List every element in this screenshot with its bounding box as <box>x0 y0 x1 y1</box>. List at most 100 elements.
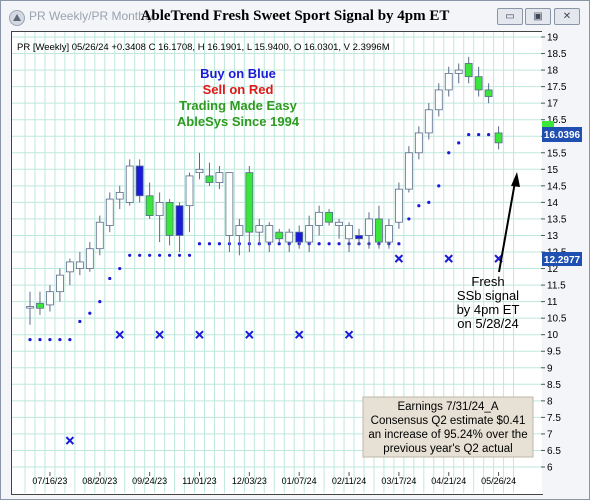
y-tick-label: 17 <box>547 99 559 110</box>
stop-dot <box>427 200 431 204</box>
candle <box>135 159 144 203</box>
y-tick-label: 9.5 <box>547 347 561 358</box>
annotation-arrow <box>498 181 516 273</box>
x-axis-ticks: 07/16/23 08/20/23 09/24/23 11/01/23 12/03/23… <box>32 472 516 486</box>
stop-dot <box>457 141 461 145</box>
stop-dot <box>317 242 321 246</box>
stop-dot <box>397 242 401 246</box>
stop-dot <box>38 338 42 342</box>
title-bar: PR Weekly/PR Monthly AbleTrend Fresh Swe… <box>1 1 589 33</box>
x-mark <box>444 254 453 263</box>
earnings-box: Earnings 7/31/24_A Consensus Q2 estimate… <box>362 396 534 458</box>
stop-price-badge: 12.2977 <box>542 252 582 266</box>
stop-dot <box>98 300 102 304</box>
chart-tabs[interactable]: PR Weekly/PR Monthly <box>29 9 154 23</box>
close-button[interactable]: ✕ <box>554 8 580 25</box>
stop-dot <box>138 253 142 257</box>
candle <box>165 199 174 246</box>
stop-dot <box>58 338 62 342</box>
candle <box>95 215 104 256</box>
stop-dot <box>108 276 112 281</box>
y-tick-label: 10 <box>547 330 559 341</box>
candle <box>394 182 403 229</box>
candle <box>26 291 34 325</box>
candle <box>175 202 184 252</box>
annotation-line-4: on 5/28/24 <box>457 316 518 331</box>
candle <box>205 162 214 186</box>
candle <box>355 228 363 246</box>
x-mark <box>195 330 204 339</box>
earnings-line-3: an increase of 95.24% over the <box>368 429 527 441</box>
x-tick-label: 11/01/23 <box>182 476 216 486</box>
candle <box>315 205 324 236</box>
minimize-button[interactable]: ▭ <box>497 8 523 25</box>
stop-dot <box>68 338 72 342</box>
candle <box>295 225 304 249</box>
promo-company: AbleSys Since 1994 <box>177 114 300 129</box>
candle <box>56 268 64 302</box>
candle <box>195 152 204 180</box>
maximize-button[interactable]: ▣ <box>525 8 551 25</box>
y-tick-label: 7 <box>547 429 553 440</box>
candle <box>265 222 274 252</box>
candle <box>345 222 353 252</box>
y-tick-label: 9 <box>547 363 553 374</box>
stop-dot <box>118 266 122 271</box>
stop-dot <box>277 242 281 246</box>
x-tick-label: 01/07/24 <box>282 476 317 486</box>
y-tick-label: 18 <box>547 66 559 77</box>
y-tick-label: 13 <box>547 231 559 242</box>
stop-dot <box>407 217 411 221</box>
stop-dot <box>48 338 52 342</box>
candle <box>46 285 54 312</box>
stop-dot <box>487 132 491 137</box>
y-tick-label: 8.5 <box>547 380 561 391</box>
candle <box>385 218 393 249</box>
x-tick-label: 08/20/23 <box>82 476 117 486</box>
y-tick-label: 15 <box>547 165 559 176</box>
candle <box>414 126 423 160</box>
stop-dot <box>128 253 132 257</box>
stop-dot <box>437 184 441 188</box>
stop-dot <box>217 242 222 246</box>
candle <box>65 258 74 286</box>
earnings-line-4: previous year's Q2 actual <box>383 443 512 455</box>
candle <box>36 291 44 315</box>
candle <box>454 63 463 84</box>
x-tick-label: 04/21/24 <box>431 476 466 486</box>
candles <box>26 56 503 325</box>
candle <box>235 218 244 256</box>
x-mark <box>65 436 75 445</box>
header-info: PR [Weekly] 05/26/24 +0.3408 C 16.1708, … <box>17 42 390 53</box>
y-tick-label: 15.5 <box>547 148 567 159</box>
stop-dot <box>78 319 82 324</box>
x-mark <box>245 330 254 339</box>
candle <box>215 166 224 190</box>
stop-dot <box>88 311 92 315</box>
candle <box>474 66 483 97</box>
candle <box>404 146 413 193</box>
y-tick-label: 17.5 <box>547 82 567 93</box>
candle <box>444 66 453 97</box>
candle <box>85 242 94 272</box>
candle <box>325 209 334 226</box>
candle <box>115 185 124 209</box>
app-icon <box>9 10 25 26</box>
x-tick-label: 05/26/24 <box>481 476 516 486</box>
candle <box>155 192 164 243</box>
annotation-line-3: by 4pm ET <box>457 302 520 317</box>
stop-price-label: 12.2977 <box>544 255 581 266</box>
y-tick-label: 16.5 <box>547 115 567 126</box>
x-tick-label: 12/03/23 <box>232 476 267 486</box>
candle <box>335 218 343 239</box>
y-tick-label: 14 <box>547 198 559 209</box>
candle <box>185 172 194 233</box>
x-tick-label: 03/17/24 <box>381 476 416 486</box>
stop-dot <box>447 151 451 155</box>
candle <box>75 252 84 276</box>
x-tick-label: 07/16/23 <box>32 476 67 486</box>
x-marks <box>65 254 503 445</box>
current-price-label: 16.0396 <box>544 130 581 141</box>
candle <box>225 172 234 252</box>
